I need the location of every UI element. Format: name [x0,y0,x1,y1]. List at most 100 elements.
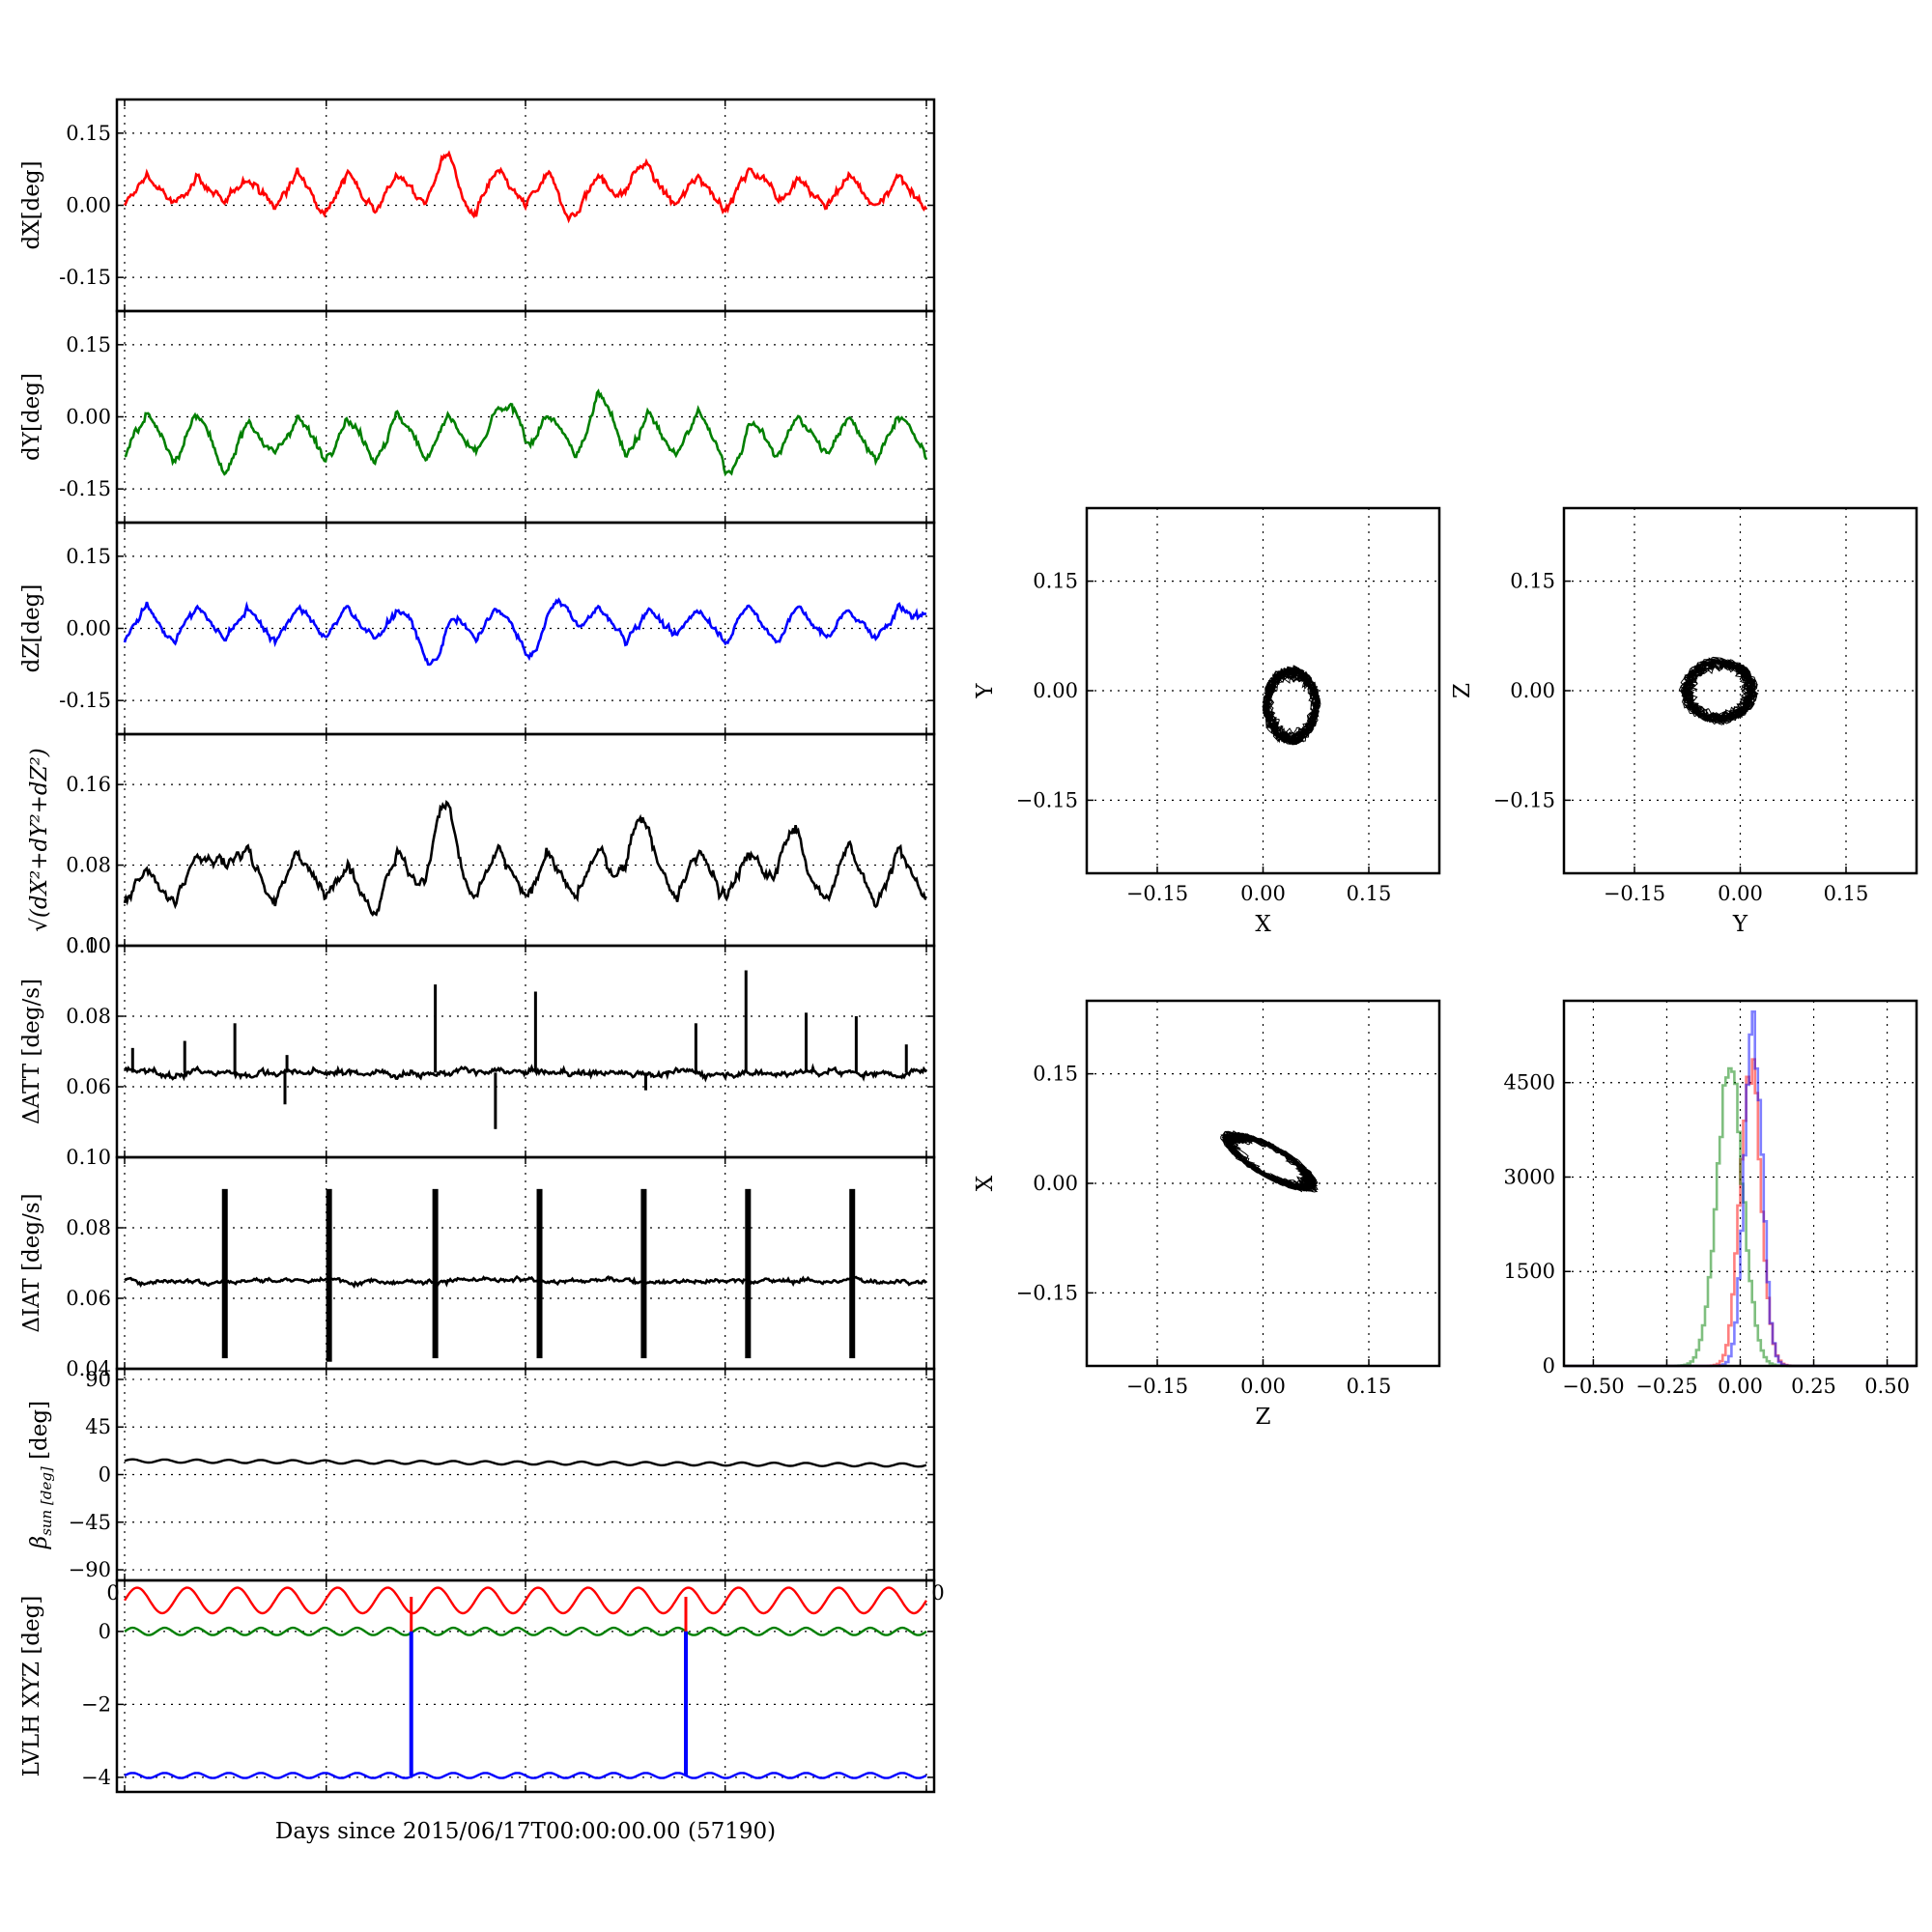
panel-XY: −0.15 0.00 0.15 −0.15 0.00 0.15 X Y [973,506,1441,937]
burst [640,1188,647,1359]
y-tick-label: 0.10 [66,934,111,957]
y-tick-label: 0.04 [66,1357,111,1380]
y-tick-label: 0.16 [66,773,111,796]
panel-frame [115,1578,936,1794]
y-tick-label: 1500 [1504,1260,1555,1283]
series-line-0 [124,388,928,477]
panel-dY: -0.15 0.00 0.15 dY[deg] [19,309,936,525]
x-tick-label: −0.50 [1562,1375,1624,1398]
y-tick-label: 0.15 [1510,570,1555,593]
series-line-0 [124,1274,927,1289]
y-tick-label: 0.08 [66,854,111,877]
x-tick-label: −0.15 [1126,882,1188,905]
y-tick-label: 0.15 [66,333,111,356]
y-tick-label: −0.15 [1493,788,1555,811]
y-tick-label: −4 [81,1766,111,1789]
x-tick-label: 0.00 [1718,882,1763,905]
y-tick-label: 4500 [1504,1071,1555,1094]
y-tick-label: 3000 [1504,1165,1555,1188]
panel-ZX: −0.15 0.00 0.15 −0.15 0.00 0.15 Z X [973,999,1441,1430]
x-axis-label: Z [1256,1405,1271,1430]
trajectory [1678,656,1759,725]
burst [745,1188,752,1359]
panel-lvlh: −4 −2 0 LVLH XYZ [deg] Days since 2015/06/17… [19,1578,936,1844]
panel-dATT: 0.06 0.08 0.10 ΔATT [deg/s] [19,934,936,1159]
y-tick-label: 0.00 [66,194,111,217]
y-axis-label: LVLH XYZ [deg] [19,1596,44,1777]
panel-YZ: −0.15 0.00 0.15 −0.15 0.00 0.15 Y Z [1450,506,1918,937]
y-tick-label: −0.15 [1016,1281,1078,1304]
y-axis-label: βsun [deg] [deg] [27,1401,55,1549]
y-axis-label: √(dX²+dY²+dZ²) [27,748,52,932]
y-axis-label: dZ[deg] [19,584,44,673]
burst [536,1188,543,1359]
x-tick-label: −0.15 [1604,882,1665,905]
y-axis-label: Y [973,683,998,699]
y-tick-label: −2 [81,1692,111,1716]
series-line-1 [124,1626,927,1636]
panel-dX: -0.15 0.00 0.15 dX[deg] [19,98,936,313]
y-tick-label: 0.00 [66,617,111,640]
panel-frame [1562,506,1918,875]
x-tick-label: 0.00 [1240,1375,1286,1398]
y-tick-label: 90 [85,1368,111,1391]
x-tick-label: −0.15 [1126,1375,1188,1398]
series-line-0 [124,1458,927,1468]
y-tick-label: 0.10 [66,1146,111,1169]
y-tick-label: 0.15 [66,122,111,145]
x-tick-label: 0.15 [1347,1375,1392,1398]
y-tick-label: 0.00 [1033,1172,1078,1195]
y-tick-label: 0.08 [66,1005,111,1028]
histogram-series-0 [1564,1058,1917,1368]
y-tick-label: −0.15 [1016,788,1078,811]
x-axis-label: Days since 2015/06/17T00:00:00.00 (57190… [275,1819,776,1844]
y-tick-label: 0.15 [1033,570,1078,593]
panel-dIAT: 0.04 0.06 0.08 0.10 ΔIAT [deg/s] [19,1146,936,1380]
x-tick-label: 0.15 [1347,882,1392,905]
y-tick-label: 0.06 [66,1287,111,1310]
series-line-0 [123,1586,928,1615]
burst [221,1188,228,1359]
y-tick-label: 0.08 [66,1216,111,1239]
y-tick-label: −45 [69,1511,111,1534]
x-tick-label: 0.15 [1824,882,1869,905]
panel-hist: −0.50 −0.25 0.00 0.25 0.50 0 1500 3000 4500 [1504,999,1918,1398]
x-axis-label: X [1255,912,1271,937]
y-tick-label: -0.15 [59,266,111,289]
y-tick-label: 0.00 [66,406,111,429]
burst [432,1188,439,1359]
y-tick-label: -0.15 [59,689,111,712]
y-tick-label: 0.15 [66,545,111,568]
y-tick-label: 0.00 [1510,679,1555,702]
y-tick-label: 0.00 [1033,679,1078,702]
panel-dR: 0.00 0.08 0.16 √(dX²+dY²+dZ²) [27,732,936,957]
burst [849,1188,856,1359]
y-tick-label: 0.00 [66,934,111,957]
x-tick-label: 0.00 [1240,882,1286,905]
series-line-0 [123,799,927,918]
y-tick-label: −90 [69,1558,111,1581]
panel-frame [1562,999,1918,1368]
y-tick-label: 0 [99,1620,111,1643]
y-axis-label: X [973,1175,998,1191]
series-line-0 [123,597,927,667]
y-tick-label: 0 [1543,1354,1555,1378]
y-tick-label: -0.15 [59,477,111,500]
y-axis-label: dX[deg] [19,160,44,249]
y-axis-label: ΔIAT [deg/s] [19,1193,44,1332]
x-tick-label: 0.50 [1864,1375,1910,1398]
x-axis-label: Y [1732,912,1748,937]
x-tick-label: 0.00 [1718,1375,1763,1398]
y-axis-label: ΔATT [deg/s] [19,979,44,1124]
y-tick-label: 0.06 [66,1075,111,1098]
x-tick-label: −0.25 [1635,1375,1697,1398]
panel-frame [1085,999,1441,1368]
series-line-0 [123,150,928,224]
x-tick-label: 0.25 [1791,1375,1836,1398]
panel-frame [1085,506,1441,875]
trajectory [1262,665,1321,746]
trajectory [1220,1130,1319,1193]
y-axis-label: Z [1450,683,1475,698]
